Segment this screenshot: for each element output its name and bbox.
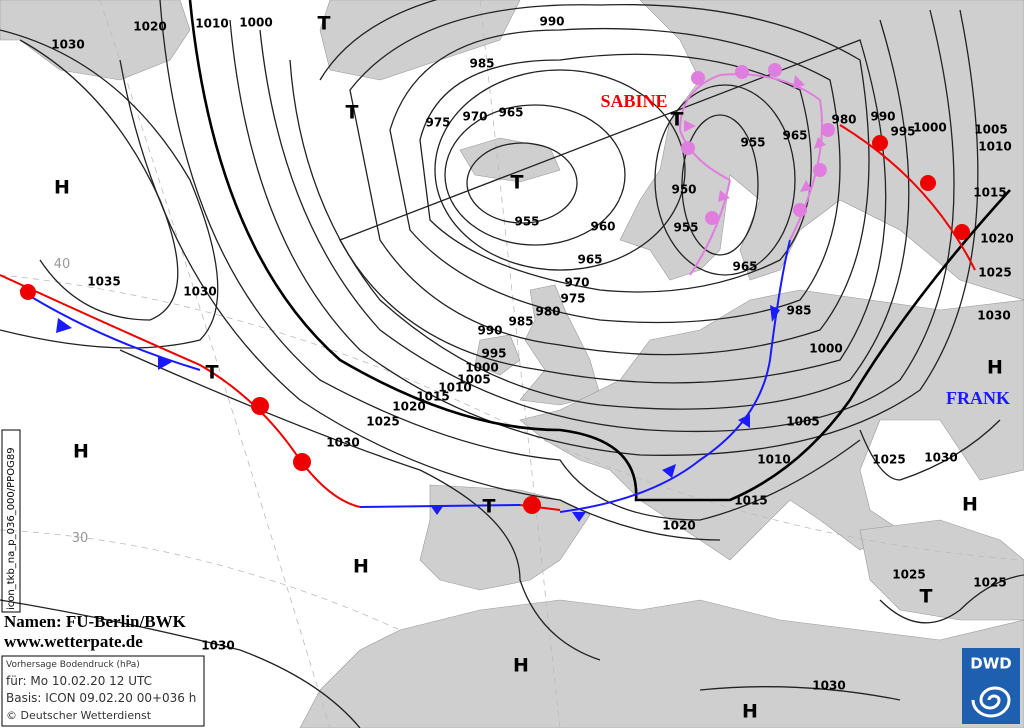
- isobar-label: 1015: [416, 390, 449, 404]
- isobar-label: 1030: [51, 38, 84, 52]
- pressure-center: T: [483, 496, 496, 518]
- labels: 1020 1030 1010 1000 990 985 975 970 965 955 960 965…: [51, 13, 1013, 723]
- isobar-label: 1000: [913, 121, 946, 135]
- isobar-label: 995: [481, 347, 506, 361]
- pressure-center: T: [206, 362, 219, 384]
- isobar-label: 1025: [366, 415, 399, 429]
- isobar-label: 1005: [457, 373, 490, 387]
- isobar-label: 1025: [973, 576, 1006, 590]
- isobar-label: 990: [477, 324, 502, 338]
- code-box: [1, 429, 21, 613]
- isobar-label: 985: [469, 57, 494, 71]
- isobar-label: 995: [890, 125, 915, 139]
- pressure-center: T: [671, 109, 684, 131]
- isobar-label: 955: [673, 221, 698, 235]
- isobar-label: 1000: [809, 342, 842, 356]
- isobar-label: 990: [539, 15, 564, 29]
- isobar-label: 1020: [133, 20, 166, 34]
- pressure-center: H: [987, 357, 1003, 379]
- product-code: icon_tkb_na_p_036_000/PPOG89: [6, 447, 17, 610]
- grid-label: 40: [54, 257, 71, 272]
- dwd-logo: DWD: [962, 648, 1020, 724]
- isobar-label: 965: [577, 253, 602, 267]
- info-line: für: Mo 10.02.20 12 UTC: [6, 674, 152, 688]
- isobar-label: 1010: [978, 140, 1011, 154]
- isobar-label: 1000: [465, 361, 498, 375]
- fronts: [0, 63, 976, 522]
- isobar-label: 1025: [892, 568, 925, 582]
- isobar-label: 1035: [87, 275, 120, 289]
- isobar-label: 960: [590, 220, 615, 234]
- isobar-label: 1030: [977, 309, 1010, 323]
- isobar-label: 1025: [978, 266, 1011, 280]
- isobar-label: 1010: [757, 453, 790, 467]
- isobar-label: 1010: [195, 17, 228, 31]
- isobar-label: 950: [671, 183, 696, 197]
- isobar-label: 1030: [924, 451, 957, 465]
- info-line: © Deutscher Wetterdienst: [6, 709, 152, 722]
- isobar-label: 1000: [239, 16, 272, 30]
- isobar-label: 965: [782, 129, 807, 143]
- isobar-label: 1030: [812, 679, 845, 693]
- isobar-label: 1015: [973, 186, 1006, 200]
- pressure-center: T: [318, 13, 331, 35]
- pressure-center: H: [73, 441, 89, 463]
- isobar-label: 1020: [662, 519, 695, 533]
- isobar-label: 965: [498, 106, 523, 120]
- isobar-label: 1020: [392, 400, 425, 414]
- isobar-label: 1005: [974, 123, 1007, 137]
- isobar-label: 955: [740, 136, 765, 150]
- logo-text: DWD: [970, 655, 1011, 673]
- pressure-center: H: [54, 177, 70, 199]
- storm-name: SABINE: [600, 91, 667, 111]
- isobar-label: 1030: [201, 639, 234, 653]
- pressure-center: H: [962, 494, 978, 516]
- pressure-center: H: [353, 556, 369, 578]
- storm-name: FRANK: [946, 388, 1010, 408]
- isobar-label: 970: [564, 276, 589, 290]
- pressure-center: T: [511, 172, 524, 194]
- isobar-label: 985: [786, 304, 811, 318]
- isobar-label: 975: [425, 116, 450, 130]
- isobar-label: 980: [535, 305, 560, 319]
- isobar-label: 970: [462, 110, 487, 124]
- isobar-label: 1030: [326, 436, 359, 450]
- pressure-center: T: [346, 102, 359, 124]
- website: www.wetterpate.de: [4, 632, 143, 651]
- grid-label: 30: [72, 531, 89, 546]
- isobar-label: 1010: [438, 381, 471, 395]
- isobar-label: 1030: [183, 285, 216, 299]
- isobar-label: 990: [870, 110, 895, 124]
- isobar-label: 1025: [872, 453, 905, 467]
- pressure-center: T: [920, 586, 933, 608]
- isobar-label: 980: [831, 113, 856, 127]
- pressure-center: H: [513, 655, 529, 677]
- isobar-label: 1015: [734, 494, 767, 508]
- isobar-label: 975: [560, 292, 585, 306]
- info-box: [1, 655, 205, 727]
- pressure-center: H: [742, 701, 758, 723]
- info-line: Basis: ICON 09.02.20 00+036 h: [6, 691, 196, 705]
- isobar-label: 1020: [980, 232, 1013, 246]
- isobar-label: 955: [514, 215, 539, 229]
- info-line: Vorhersage Bodendruck (hPa): [6, 660, 140, 670]
- isobar-label: 965: [732, 260, 757, 274]
- names-credit: Namen: FU-Berlin/BWK: [4, 612, 187, 631]
- isobar-label: 985: [508, 315, 533, 329]
- isobar-label: 1005: [786, 415, 819, 429]
